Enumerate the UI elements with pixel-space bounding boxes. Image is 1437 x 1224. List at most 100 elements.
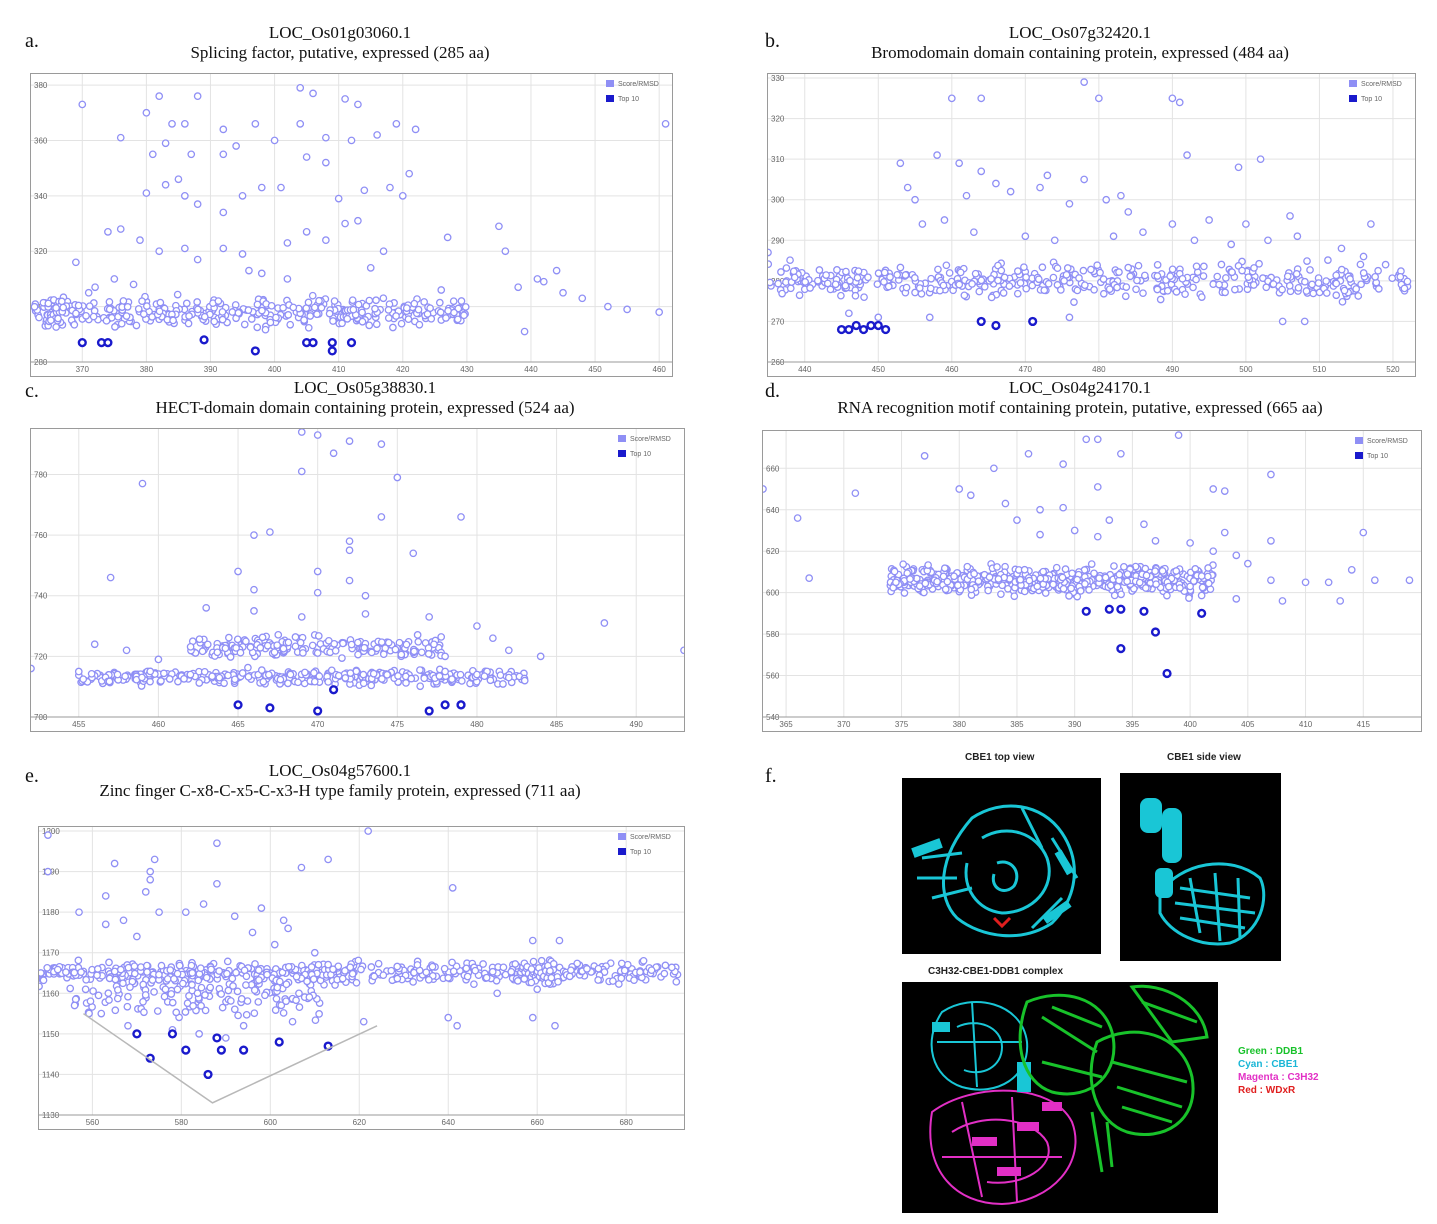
data-point [213,879,221,888]
data-point [1186,582,1194,591]
data-point [1186,539,1194,547]
data-point [244,306,253,315]
scatter-chart-d: 365 370 375 380 385 390 395 400 405 410 4155405605… [763,431,1421,729]
data-point [284,679,292,688]
data-point [242,981,250,989]
data-point [1087,560,1096,568]
data-point [186,642,195,651]
data-point [924,561,932,569]
data-point [1374,266,1382,275]
data-point [345,576,354,585]
data-point [1113,582,1122,591]
data-point [195,1030,203,1038]
data-point [420,674,429,683]
data-point [801,278,810,286]
data-point [786,256,794,265]
data-point [282,980,291,989]
data-point [1354,292,1363,300]
data-point [197,1001,205,1010]
y-tick-label: 580 [766,630,780,639]
data-point [194,976,203,985]
data-point [851,291,860,300]
data-point [180,119,189,128]
data-point [353,638,362,647]
y-tick-label: 560 [766,672,780,681]
data-point [1122,283,1131,291]
top10-point [327,346,337,356]
y-tick-label: 620 [766,547,780,556]
data-point [172,1008,181,1017]
panel-title-a: LOC_Os01g03060.1 Splicing factor, putati… [100,23,580,63]
data-point [1070,526,1079,535]
data-point [805,574,814,582]
data-point [233,987,242,996]
data-point [263,970,271,979]
data-point [1244,273,1253,282]
data-point [142,108,151,117]
data-point [424,650,433,658]
data-point [911,195,919,204]
data-point [236,648,245,657]
x-tick-label: 470 [311,720,325,729]
data-point [1080,175,1088,184]
x-tick-label: 510 [1313,365,1327,374]
panel-title-e: LOC_Os04g57600.1 Zinc finger C-x8-C-x5-C… [60,761,620,801]
data-point [44,867,52,876]
data-point [1059,503,1067,512]
data-point [105,298,114,306]
data-point [617,959,626,968]
data-point [398,191,407,200]
data-point [315,296,323,305]
data-point [1115,570,1124,579]
data-point [565,972,574,981]
data-point [309,89,317,98]
data-point [324,855,332,864]
data-point [1190,236,1199,245]
data-point [35,313,43,322]
data-point [539,277,548,286]
data-point [1164,582,1173,591]
x-tick-label: 580 [175,1118,189,1127]
legend-cyan-cbe1: Cyan : CBE1 [1238,1059,1299,1070]
data-point [992,179,1000,188]
top10-point [1104,604,1114,614]
data-point [220,679,228,688]
x-tick-label: 640 [442,1118,456,1127]
x-tick-label: 480 [1092,365,1106,374]
data-point [1093,532,1102,541]
data-point [359,679,368,688]
data-point [221,644,230,653]
data-point [514,977,522,985]
data-point [416,666,424,674]
data-point [124,1021,132,1030]
data-point [647,966,656,975]
data-point [347,136,356,145]
data-point [54,314,62,323]
data-point [604,302,612,311]
top10-point [976,316,986,327]
data-point [768,278,774,287]
data-point [410,647,418,656]
data-point [101,892,110,900]
x-tick-label: 380 [953,720,967,729]
data-point [1197,572,1206,580]
x-tick-label: 400 [1183,720,1197,729]
top10-point [233,700,243,710]
data-point [160,669,168,678]
data-point [348,296,357,305]
legend-swatch-score [618,833,626,840]
data-point [414,637,423,646]
legend-label-top10: Top 10 [630,451,651,458]
data-point [1213,272,1222,281]
data-point [1004,584,1012,593]
legend-label-score: Score/RMSD [1361,81,1402,88]
data-point [975,287,984,296]
data-point [823,279,832,288]
data-point [77,968,85,977]
top10-point [103,338,113,348]
data-point [815,266,824,274]
data-point [407,674,416,683]
data-point [116,965,125,974]
data-point [78,100,87,109]
data-point [1228,268,1236,277]
